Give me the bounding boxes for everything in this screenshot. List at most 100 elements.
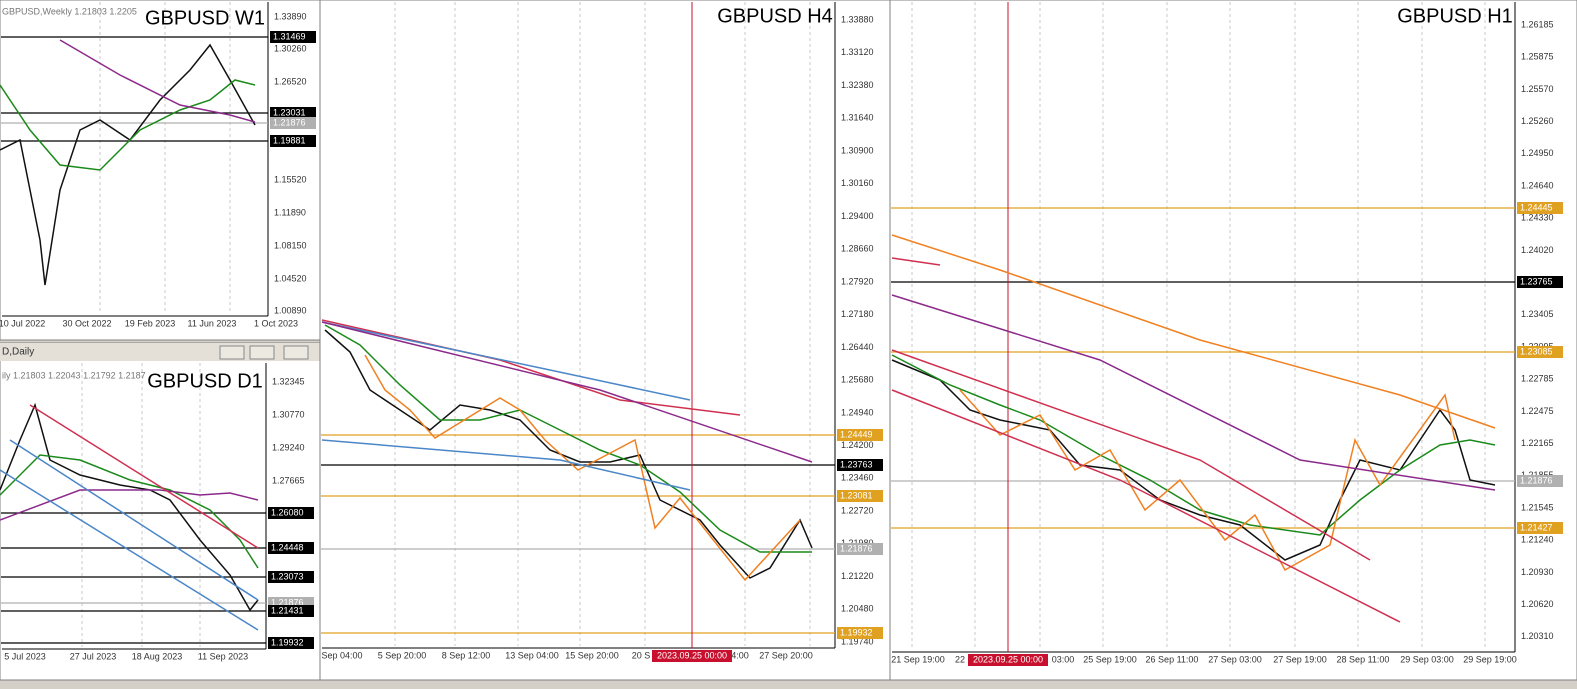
y-tick-label: 1.20480 [841,604,874,614]
y-tick-label: 1.31640 [841,113,874,123]
y-tick-label: 1.27665 [272,475,305,485]
y-tick-label: 1.21220 [841,571,874,581]
y-tick-label: 1.00890 [274,305,307,315]
price-box-label: 1.19932 [271,637,304,647]
y-tick-label: 1.33890 [274,11,307,21]
price-box-label: 1.23081 [840,490,873,500]
y-tick-label: 1.25875 [1521,52,1554,62]
indicator-line [891,359,1496,561]
window-caption: D,Daily [2,347,34,358]
x-tick-label: 27 Sep 03:00 [1208,654,1262,664]
maximize-button[interactable] [249,345,275,360]
y-tick-label: 1.30160 [841,178,874,188]
minimize-button[interactable] [219,345,245,360]
price-box-label: 1.21876 [273,117,306,127]
price-box-label: 1.21876 [840,543,873,553]
price-box [270,107,316,119]
chart-title: GBPUSD W1 [145,7,265,29]
y-tick-label: 1.30900 [841,145,874,155]
x-tick-label: 27 Jul 2023 [70,651,117,661]
price-box [837,543,883,555]
indicator-line [891,257,941,266]
x-tick-label: 21 Sep 19:00 [891,654,945,664]
y-tick-label: 1.26440 [841,342,874,352]
price-box-label: 1.23073 [271,571,304,581]
price-box [268,507,314,519]
y-tick-label: 1.08150 [274,240,307,250]
indicator-line [0,489,259,521]
price-box [270,117,316,129]
chart-window: GBPUSD,Weekly 1.21803 1.2205 1.33890 1.302… [0,0,321,341]
chart-title: GBPUSD D1 [147,370,263,392]
cursor-label: 2023.09.25 00:00 [657,650,727,660]
price-box-label: 1.24448 [271,542,304,552]
indicator-line [959,389,1456,572]
x-tick-label: 03:00 [1052,654,1075,664]
cursor-box [968,654,1048,666]
x-tick-label: 5 Jul 2023 [4,651,46,661]
indicator-line [59,39,256,123]
price-box-label: 1.21431 [271,605,304,615]
indicator-line [9,439,259,601]
x-tick-label: 11 Jun 2023 [188,318,237,328]
x-tick-label: 27 Sep 20:00 [759,650,813,660]
y-tick-label: 1.24200 [841,440,874,450]
y-tick-label: 1.11890 [274,207,306,217]
indicator-line [0,43,256,286]
y-tick-label: 1.26185 [1521,19,1554,29]
price-box-label: 1.24449 [840,429,873,439]
y-tick-label: 1.32345 [272,376,305,386]
chart-title: GBPUSD H1 [1397,5,1513,27]
y-tick-label: 1.24330 [1521,213,1554,223]
price-box-label: 1.26080 [271,507,304,517]
price-box-label: 1.23085 [1520,346,1553,356]
price-box-label: 1.23765 [1520,276,1553,286]
price-box-label: 1.19932 [840,627,873,637]
price-box [1517,202,1563,214]
price-box [1517,346,1563,358]
price-box [837,490,883,502]
price-box [268,605,314,617]
y-tick-label: 1.22720 [841,505,874,515]
y-tick-label: 1.26520 [274,76,307,86]
y-tick-label: 1.24640 [1521,180,1554,190]
price-box [837,627,883,639]
indicator-line [324,329,813,579]
indicator-line [364,354,801,582]
price-box-label: 1.23763 [840,459,873,469]
y-tick-label: 1.25570 [1521,84,1554,94]
decorations [0,39,1496,631]
chart-header: GBPUSD,Weekly 1.21803 1.2205 [2,6,137,16]
price-box-label: 1.21876 [1520,475,1553,485]
y-tick-label: 1.27180 [841,309,874,319]
price-box [837,459,883,471]
price-box [268,571,314,583]
window-frame [319,0,891,681]
y-tick-label: 1.25260 [1521,116,1554,126]
price-box [1517,276,1563,288]
price-box [268,637,314,649]
close-button[interactable] [283,345,309,360]
chart-header: ily 1.21803 1.22043 1.21792 1.2187 [2,370,146,380]
y-tick-label: 1.22475 [1521,406,1554,416]
x-tick-label: 28 Sep 11:00 [1337,654,1390,664]
price-box-label: 1.31469 [273,31,306,41]
x-tick-label: 11 Sep 2023 [198,651,248,661]
x-tick-label: 29 Sep 19:00 [1463,654,1517,664]
x-tick-label: 20 S [632,650,651,660]
x-tick-label: 30 Oct 2022 [62,318,111,328]
x-tick-label: Sep 04:00 [321,650,362,660]
y-tick-label: 1.15520 [274,174,307,184]
y-tick-label: 1.19740 [841,636,874,646]
chart-window: 1.26185 1.25875 1.25570 1.25260 1.24950 1.246… [889,0,1577,681]
x-tick-label: 19 Feb 2023 [125,318,176,328]
indicator-line [321,321,691,401]
indicator-line [0,402,259,612]
cursor-label: 2023.09.25 00:00 [973,654,1043,664]
y-tick-label: 1.29400 [841,211,874,221]
y-tick-label: 1.27920 [841,276,874,286]
indicator-line [0,469,259,631]
x-tick-label: 22 [955,654,965,664]
x-tick-label: 15 Sep 20:00 [565,650,619,660]
